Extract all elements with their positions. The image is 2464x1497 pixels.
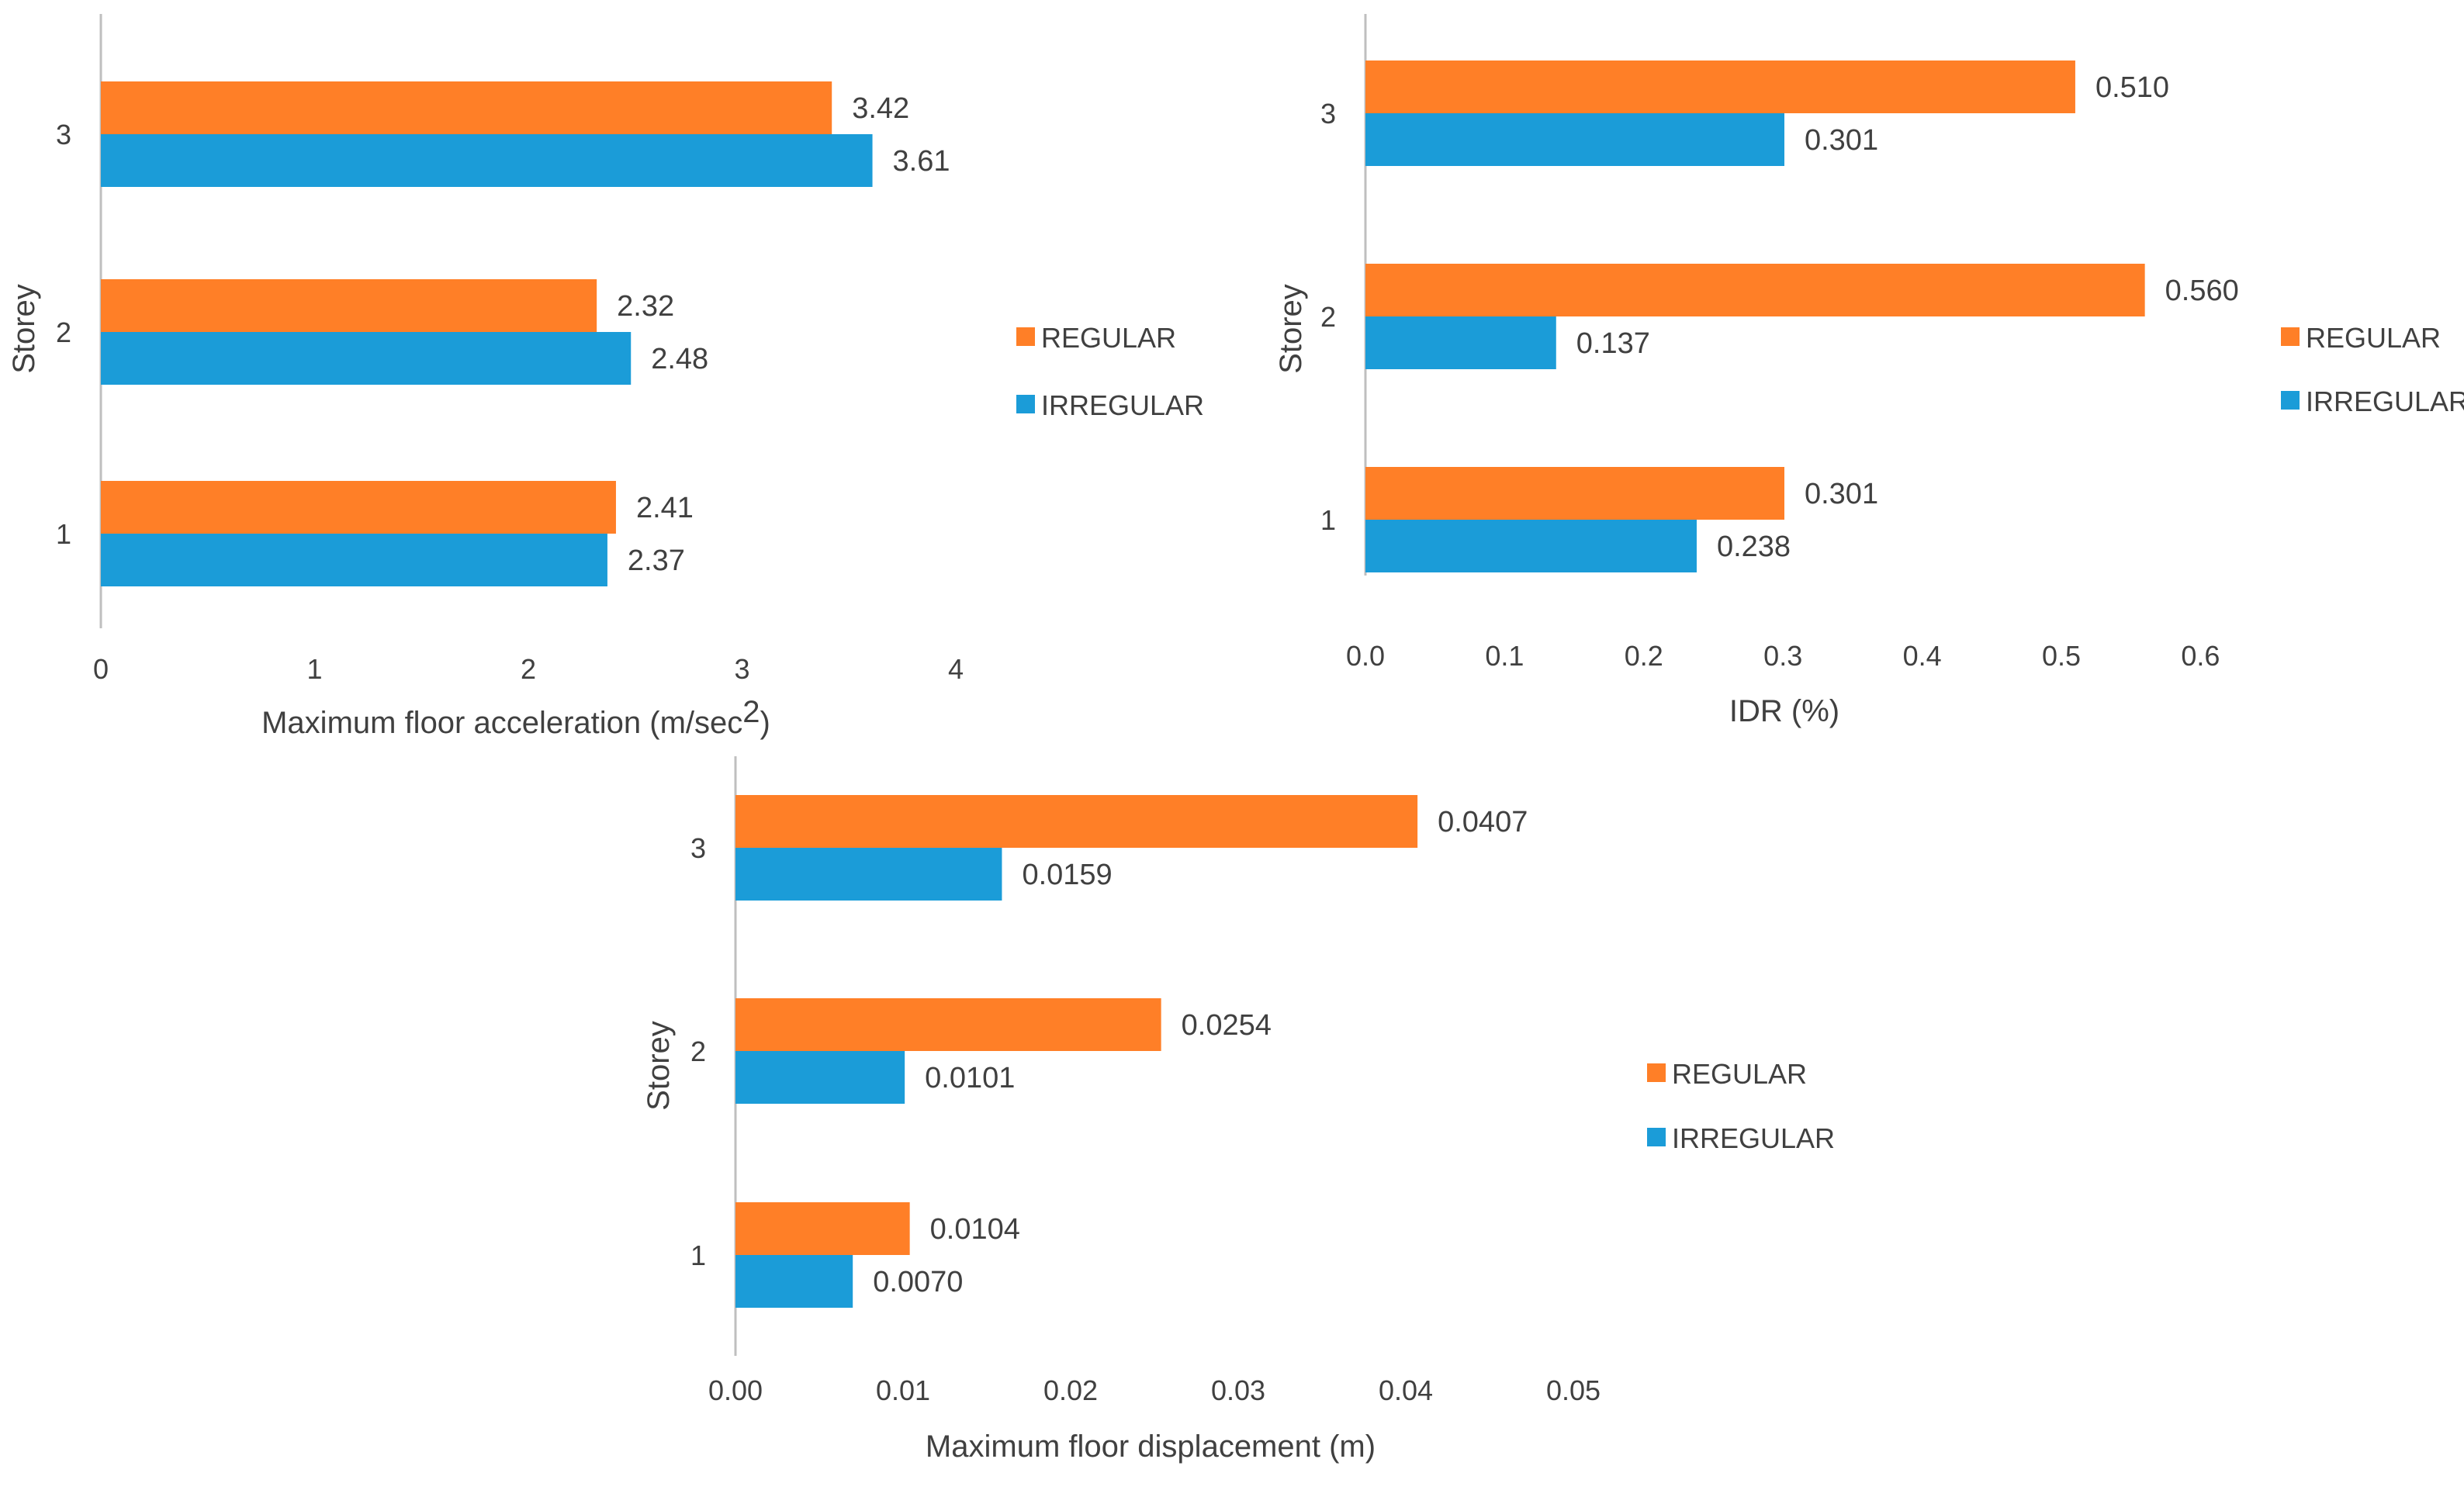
x-axis-title-close: )	[760, 706, 770, 740]
bar-irregular-storey-3	[1365, 113, 1784, 166]
legend-swatch-regular	[2281, 327, 2300, 346]
bar-irregular-storey-2	[101, 332, 632, 385]
legend-swatch-regular	[1647, 1063, 1666, 1082]
x-tick-label: 0.5	[2042, 640, 2081, 672]
x-axis-title: IDR (%)	[1729, 694, 1839, 728]
data-label-regular-storey-3: 0.0407	[1438, 806, 1528, 838]
bar-irregular-storey-3	[735, 848, 1002, 901]
data-label-irregular-storey-1: 0.238	[1717, 531, 1791, 563]
legend-label-regular: REGULAR	[1672, 1058, 1807, 1090]
data-label-irregular-storey-2: 0.0101	[925, 1062, 1015, 1094]
data-label-regular-storey-2: 0.0254	[1182, 1009, 1272, 1042]
bar-irregular-storey-1	[735, 1255, 853, 1308]
x-axis-title: Maximum floor displacement (m)	[926, 1430, 1376, 1464]
bar-irregular-storey-1	[101, 534, 607, 586]
y-axis-title: Storey	[7, 284, 41, 374]
category-label-storey-1: 1	[1320, 504, 1336, 536]
bar-regular-storey-1	[1365, 467, 1784, 520]
category-label-storey-1: 1	[56, 518, 71, 550]
x-tick-label: 4	[948, 653, 964, 685]
displacement-chart: 0.0104 0.0070 1 0.0254 0.0101 2 0.0407 0.0159 3 0…	[642, 756, 1835, 1464]
data-label-regular-storey-1: 2.41	[636, 492, 694, 524]
x-tick-label: 0.4	[1903, 640, 1942, 672]
x-tick-label: 0.04	[1379, 1374, 1433, 1406]
bar-irregular-storey-2	[735, 1051, 905, 1104]
bar-regular-storey-2	[101, 279, 597, 332]
bar-regular-storey-2	[1365, 264, 2145, 316]
x-axis-title-main: Maximum floor acceleration (m/sec	[261, 706, 742, 740]
category-label-storey-2: 2	[1320, 301, 1336, 333]
x-tick-label: 2	[521, 653, 536, 685]
x-tick-label: 0.00	[708, 1374, 763, 1406]
bar-irregular-storey-1	[1365, 520, 1697, 572]
data-label-irregular-storey-3: 0.301	[1805, 124, 1878, 157]
acceleration-chart: 2.41 2.37 1 2.32 2.48 2 3.42 3.61 3 0 1 2 3 4 Storey Ma…	[7, 14, 1204, 740]
x-tick-label: 0.3	[1763, 640, 1802, 672]
legend-label-irregular: IRREGULAR	[2306, 385, 2464, 417]
category-label-storey-3: 3	[1320, 98, 1336, 130]
bar-regular-storey-1	[101, 481, 616, 534]
bar-regular-storey-3	[735, 795, 1418, 848]
x-tick-label: 0.2	[1625, 640, 1663, 672]
x-axis-title-superscript: 2	[742, 695, 760, 729]
legend-swatch-irregular	[1647, 1128, 1666, 1146]
x-tick-label: 0.01	[876, 1374, 930, 1406]
x-axis-title-main: Maximum floor displacement (m)	[926, 1430, 1376, 1464]
data-label-irregular-storey-2: 0.137	[1576, 327, 1650, 360]
idr-chart: 0.301 0.238 1 0.560 0.137 2 0.510 0.301 3 0.0 0.1 0…	[1274, 14, 2464, 728]
bar-regular-storey-3	[101, 81, 832, 134]
x-tick-label: 0.1	[1485, 640, 1524, 672]
bar-regular-storey-1	[735, 1202, 910, 1255]
x-tick-label: 0.03	[1211, 1374, 1265, 1406]
legend-label-regular: REGULAR	[2306, 322, 2441, 354]
legend-swatch-irregular	[2281, 391, 2300, 410]
legend-swatch-regular	[1016, 327, 1035, 346]
data-label-irregular-storey-3: 0.0159	[1022, 859, 1112, 891]
x-tick-label: 1	[306, 653, 322, 685]
x-tick-label: 0.02	[1043, 1374, 1098, 1406]
data-label-irregular-storey-2: 2.48	[651, 343, 708, 375]
bar-irregular-storey-2	[1365, 316, 1556, 369]
category-label-storey-1: 1	[690, 1239, 706, 1271]
bar-regular-storey-2	[735, 998, 1161, 1051]
x-tick-label: 3	[734, 653, 749, 685]
data-label-regular-storey-1: 0.301	[1805, 478, 1878, 510]
legend-label-irregular: IRREGULAR	[1041, 389, 1204, 421]
bar-irregular-storey-3	[101, 134, 873, 187]
data-label-irregular-storey-3: 3.61	[893, 145, 950, 178]
bar-regular-storey-3	[1365, 61, 2075, 113]
data-label-regular-storey-1: 0.0104	[930, 1213, 1020, 1246]
data-label-regular-storey-2: 2.32	[617, 290, 674, 323]
x-axis-title-main: IDR (%)	[1729, 694, 1839, 728]
data-label-regular-storey-3: 3.42	[852, 92, 909, 125]
legend-label-irregular: IRREGULAR	[1672, 1122, 1835, 1154]
category-label-storey-2: 2	[56, 316, 71, 348]
legend-swatch-irregular	[1016, 395, 1035, 413]
category-label-storey-3: 3	[690, 832, 706, 864]
x-tick-label: 0	[93, 653, 109, 685]
x-axis-title: Maximum floor acceleration (m/sec2)	[261, 695, 770, 740]
data-label-regular-storey-3: 0.510	[2095, 71, 2169, 104]
data-label-regular-storey-2: 0.560	[2165, 275, 2239, 307]
legend-label-regular: REGULAR	[1041, 322, 1176, 354]
category-label-storey-3: 3	[56, 119, 71, 150]
x-tick-label: 0.0	[1346, 640, 1385, 672]
y-axis-title: Storey	[642, 1021, 676, 1111]
data-label-irregular-storey-1: 0.0070	[873, 1266, 963, 1298]
data-label-irregular-storey-1: 2.37	[628, 545, 685, 577]
category-label-storey-2: 2	[690, 1035, 706, 1067]
y-axis-title: Storey	[1274, 284, 1308, 374]
x-tick-label: 0.05	[1546, 1374, 1601, 1406]
x-tick-label: 0.6	[2181, 640, 2220, 672]
